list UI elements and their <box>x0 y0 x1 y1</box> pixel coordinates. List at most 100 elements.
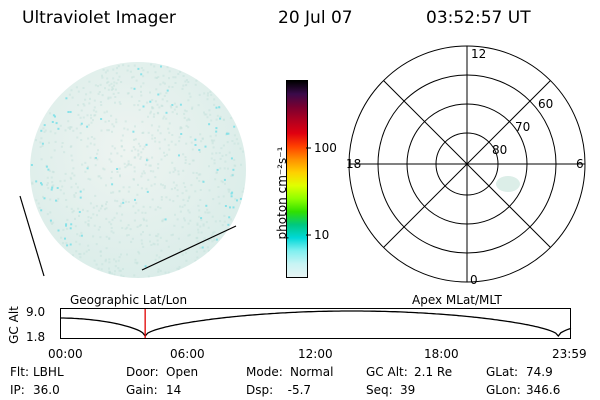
disk-speck <box>200 217 203 220</box>
disk-speck <box>105 247 108 250</box>
disk-speck <box>135 79 138 82</box>
disk-speck <box>113 258 116 261</box>
disk-speck <box>82 116 85 119</box>
disk-speck <box>221 181 224 184</box>
disk-speck <box>188 197 190 200</box>
disk-speck <box>157 163 160 166</box>
disk-speck <box>119 103 122 105</box>
disk-speck <box>194 190 197 193</box>
disk-speck <box>172 233 174 236</box>
disk-speck <box>211 142 214 145</box>
disk-speck <box>113 81 116 84</box>
disk-speck <box>123 162 126 165</box>
disk-speck <box>133 138 136 141</box>
disk-speck <box>97 267 100 270</box>
disk-speck <box>77 104 80 107</box>
disk-speck <box>93 224 96 227</box>
disk-speck <box>99 83 102 86</box>
disk-speck <box>206 208 209 211</box>
disk-speck <box>110 88 113 91</box>
disk-speck <box>207 238 210 241</box>
disk-speck <box>137 142 140 145</box>
disk-speck <box>152 107 155 110</box>
disk-speck <box>209 90 212 93</box>
disk-speck <box>95 243 98 246</box>
disk-speck <box>143 172 146 175</box>
info-ip-label: IP: <box>10 383 25 397</box>
polar-plot: 12 6 0 18 60 70 80 <box>346 45 586 287</box>
disk-speck <box>116 168 119 170</box>
disk-speck <box>114 265 117 268</box>
disk-speck <box>133 170 136 173</box>
disk-speck <box>188 211 191 214</box>
disk-speck <box>128 186 131 189</box>
disk-speck <box>115 72 118 75</box>
disk-speck <box>140 67 143 69</box>
disk-speck <box>155 88 158 91</box>
disk-speck <box>75 86 78 89</box>
disk-speck <box>110 227 113 229</box>
disk-speck <box>116 152 119 155</box>
disk-speck <box>178 140 181 143</box>
disk-speck <box>104 260 107 263</box>
disk-speck <box>80 109 83 112</box>
disk-speck <box>122 186 125 189</box>
disk-speck <box>96 158 99 161</box>
disk-speck <box>239 147 242 150</box>
disk-speck <box>69 243 72 246</box>
disk-speck <box>51 186 54 189</box>
disk-speck <box>146 101 149 104</box>
disk-speck <box>168 131 171 134</box>
disk-speck <box>110 152 113 155</box>
disk-speck <box>191 148 194 151</box>
disk-speck <box>73 174 76 177</box>
disk-speck <box>141 211 144 214</box>
disk-speck <box>85 93 88 96</box>
disk-speck <box>150 124 153 127</box>
disk-speck <box>160 198 163 201</box>
disk-speck <box>138 100 141 102</box>
disk-speck <box>237 142 240 145</box>
disk-speck <box>89 178 92 181</box>
disk-speck <box>78 211 81 213</box>
disk-speck <box>166 66 169 69</box>
disk-speck <box>144 163 147 166</box>
disk-speck <box>209 135 212 138</box>
disk-speck <box>112 77 115 80</box>
disk-speck <box>104 120 107 123</box>
disk-speck <box>191 107 193 110</box>
disk-speck <box>152 170 155 173</box>
disk-speck <box>99 250 102 253</box>
disk-speck <box>50 176 53 179</box>
disk-speck <box>158 141 161 144</box>
disk-speck <box>46 213 49 216</box>
disk-speck <box>145 143 148 146</box>
disk-speck <box>107 129 110 132</box>
disk-speck <box>209 113 212 116</box>
disk-speck <box>195 172 198 174</box>
disk-speck <box>165 196 168 199</box>
disk-speck <box>229 206 231 209</box>
disk-speck <box>185 79 188 81</box>
disk-speck <box>199 199 202 201</box>
colorbar <box>286 80 308 278</box>
disk-speck <box>118 190 121 193</box>
disk-speck <box>233 158 236 161</box>
disk-speck <box>54 132 57 135</box>
disk-speck <box>190 141 193 144</box>
timeline-xtick-1: 06:00 <box>170 347 205 361</box>
disk-speck <box>79 116 82 119</box>
info-dsp-label: Dsp: <box>246 383 274 397</box>
disk-speck <box>59 124 62 127</box>
disk-speck <box>172 170 175 173</box>
disk-speck <box>179 210 182 213</box>
disk-speck <box>42 127 45 130</box>
disk-speck <box>56 200 59 202</box>
disk-speck <box>81 163 84 166</box>
disk-speck <box>99 101 102 103</box>
mlt-label-bottom: 0 <box>470 273 478 287</box>
disk-speck <box>230 195 233 198</box>
disk-speck <box>71 254 74 257</box>
disk-speck <box>104 71 107 74</box>
disk-speck <box>173 224 176 227</box>
